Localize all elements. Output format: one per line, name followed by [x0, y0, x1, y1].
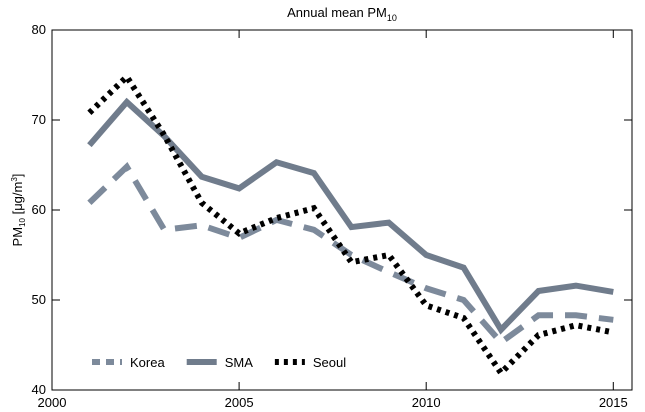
ylabel-end: ] [10, 174, 25, 178]
series-line [87, 72, 614, 378]
series-line [87, 97, 614, 335]
x-tick-label: 2005 [225, 395, 254, 410]
legend-label: SMA [225, 355, 254, 370]
y-tick-label: 80 [32, 22, 46, 37]
x-tick-label: 2010 [412, 395, 441, 410]
y-tick-label: 50 [32, 292, 46, 307]
legend-label: Korea [130, 355, 165, 370]
title-sub: 10 [387, 13, 397, 23]
legend-label: Seoul [313, 355, 346, 370]
ylabel-sub: 10 [18, 217, 27, 226]
x-tick-label: 2000 [38, 395, 67, 410]
title-text: Annual mean PM [287, 5, 387, 20]
x-tick-label: 2015 [599, 395, 628, 410]
y-tick-label: 70 [32, 112, 46, 127]
chart-title: Annual mean PM10 [287, 5, 397, 23]
ylabel-unit: [μg/m [10, 182, 25, 218]
y-tick-label: 60 [32, 202, 46, 217]
ylabel-sup: 3 [10, 177, 19, 182]
y-axis-label: PM10 [μg/m3] [10, 174, 27, 247]
ylabel-text: PM [10, 227, 25, 247]
series-line [87, 162, 614, 347]
y-tick-label: 40 [32, 382, 46, 397]
